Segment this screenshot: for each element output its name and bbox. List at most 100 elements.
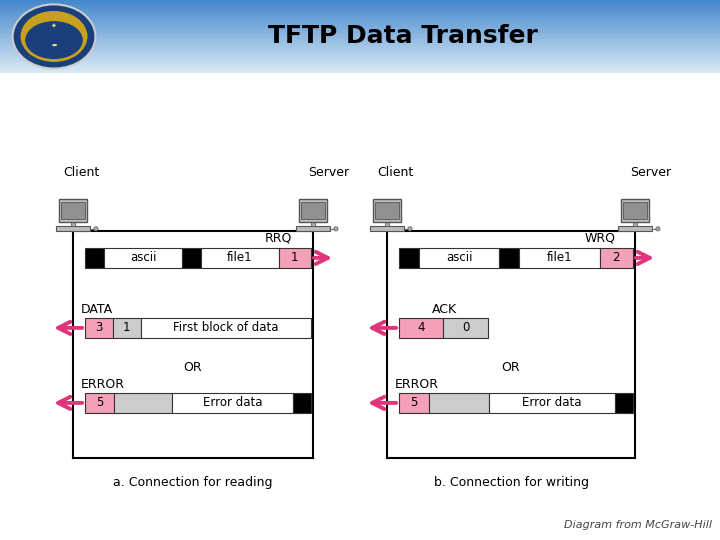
Text: file1: file1 — [546, 252, 572, 265]
Bar — [419, 248, 499, 268]
Bar — [0, 58, 720, 59]
Bar — [0, 16, 720, 17]
Bar — [0, 33, 720, 34]
Bar — [0, 72, 720, 73]
FancyBboxPatch shape — [56, 226, 90, 231]
Bar — [0, 12, 720, 14]
Bar — [0, 40, 720, 42]
Bar — [0, 67, 720, 68]
Ellipse shape — [13, 4, 95, 69]
Bar — [0, 22, 720, 23]
Ellipse shape — [25, 21, 83, 59]
Bar — [0, 30, 720, 31]
Bar — [182, 248, 201, 268]
Bar — [0, 60, 720, 62]
Bar — [0, 34, 720, 35]
Text: ascii: ascii — [446, 252, 472, 265]
Bar — [0, 39, 720, 40]
Bar — [71, 221, 75, 226]
Text: ▬: ▬ — [51, 43, 57, 48]
Bar — [0, 17, 720, 18]
Bar — [85, 393, 114, 413]
Bar — [0, 36, 720, 38]
Bar — [0, 11, 720, 12]
Bar — [0, 1, 720, 2]
Bar — [385, 221, 389, 226]
FancyBboxPatch shape — [58, 199, 87, 221]
Text: Error data: Error data — [522, 396, 582, 409]
Text: 5: 5 — [410, 396, 418, 409]
Bar — [0, 5, 720, 6]
Text: file1: file1 — [227, 252, 253, 265]
Text: a. Connection for reading: a. Connection for reading — [113, 476, 273, 489]
Bar — [0, 57, 720, 58]
Bar — [0, 70, 720, 72]
Text: 2: 2 — [613, 252, 620, 265]
Text: Client: Client — [377, 166, 413, 179]
FancyBboxPatch shape — [296, 226, 330, 231]
Bar — [311, 221, 315, 226]
Ellipse shape — [21, 11, 88, 62]
Bar — [104, 248, 182, 268]
FancyBboxPatch shape — [370, 226, 404, 231]
Bar — [0, 7, 720, 9]
Text: RRQ: RRQ — [264, 232, 292, 245]
Bar — [0, 31, 720, 33]
Bar — [0, 18, 720, 19]
Text: ERROR: ERROR — [81, 378, 125, 391]
Text: Server: Server — [308, 166, 349, 179]
Bar — [171, 393, 293, 413]
Bar — [0, 38, 720, 39]
Bar — [0, 63, 720, 64]
Bar — [0, 52, 720, 53]
Bar — [0, 9, 720, 10]
Bar — [0, 2, 720, 4]
Bar — [0, 21, 720, 22]
Bar — [375, 202, 399, 219]
Bar — [399, 318, 444, 338]
Text: TFTP Data Transfer: TFTP Data Transfer — [269, 24, 538, 49]
Bar — [85, 248, 104, 268]
Bar — [0, 6, 720, 7]
Bar — [0, 46, 720, 48]
Bar — [429, 393, 489, 413]
Bar — [634, 221, 636, 226]
Bar — [0, 44, 720, 45]
Bar — [0, 10, 720, 11]
Bar — [399, 393, 429, 413]
Bar — [0, 65, 720, 67]
Bar — [0, 48, 720, 49]
Bar — [0, 53, 720, 55]
Bar — [201, 248, 279, 268]
FancyBboxPatch shape — [621, 199, 649, 221]
Text: ERROR: ERROR — [395, 378, 439, 391]
Bar — [293, 393, 311, 413]
Bar — [0, 28, 720, 29]
Text: ✦: ✦ — [51, 23, 57, 29]
Bar — [489, 393, 615, 413]
Bar — [114, 393, 171, 413]
FancyBboxPatch shape — [299, 199, 328, 221]
Bar — [0, 35, 720, 36]
Bar — [0, 69, 720, 70]
Bar — [279, 248, 311, 268]
Bar — [85, 318, 113, 338]
Circle shape — [408, 227, 412, 231]
Text: WRQ: WRQ — [585, 232, 616, 245]
Bar — [61, 202, 85, 219]
Text: 3: 3 — [95, 321, 103, 334]
Bar — [0, 51, 720, 52]
Bar — [0, 23, 720, 24]
Bar — [0, 14, 720, 15]
Text: OR: OR — [502, 361, 521, 374]
Text: Diagram from McGraw-Hill: Diagram from McGraw-Hill — [564, 520, 712, 530]
Bar — [519, 248, 600, 268]
Circle shape — [656, 227, 660, 231]
Text: Error data: Error data — [203, 396, 262, 409]
Bar — [0, 25, 720, 26]
Bar — [0, 56, 720, 57]
Bar — [499, 248, 519, 268]
Bar — [0, 62, 720, 63]
Bar — [301, 202, 325, 219]
Text: OR: OR — [184, 361, 202, 374]
